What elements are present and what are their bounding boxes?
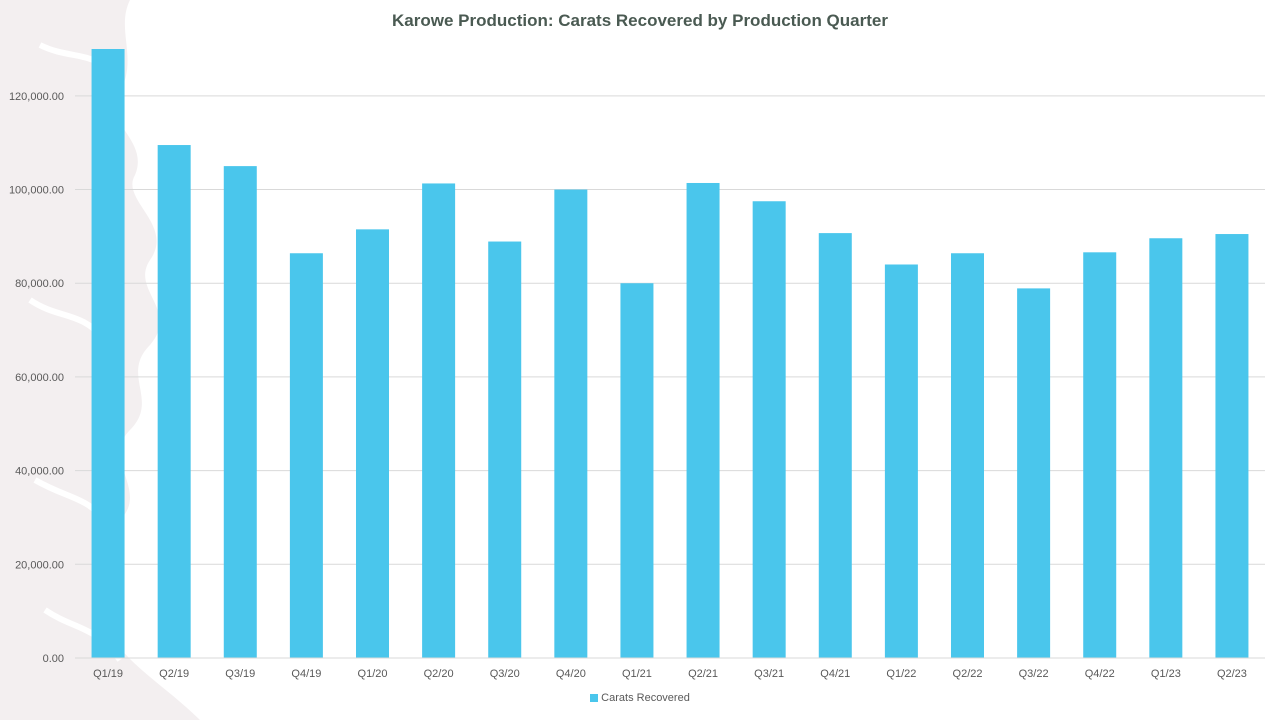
bar-q2-21 — [686, 182, 720, 659]
bar-q1-19 — [91, 49, 125, 658]
chart-title: Karowe Production: Carats Recovered by P… — [392, 11, 888, 30]
x-tick-label: Q2/21 — [688, 668, 718, 680]
y-tick-label: 0.00 — [43, 653, 64, 665]
bar-q4-22 — [1083, 252, 1117, 658]
x-tick-label: Q2/22 — [953, 668, 983, 680]
legend: Carats Recovered — [0, 692, 1280, 704]
x-tick-label: Q2/20 — [424, 668, 454, 680]
bar-q1-21 — [620, 283, 654, 658]
x-tick-label: Q1/20 — [358, 668, 388, 680]
x-tick-label: Q1/21 — [622, 668, 652, 680]
legend-swatch — [590, 694, 599, 702]
x-tick-label: Q1/22 — [886, 668, 916, 680]
bar-q2-20 — [422, 183, 456, 658]
x-axis-ticks: Q1/19 Q2/19 Q3/19 Q4/19 Q1/20 Q2/20 Q3/20 Q4/20… — [75, 657, 1265, 680]
y-tick-label: 100,000.00 — [9, 185, 64, 197]
x-tick-label: Q4/20 — [556, 668, 586, 680]
x-tick-label: Q3/21 — [754, 668, 784, 680]
y-tick-label: 60,000.00 — [15, 372, 64, 384]
bar-q3-21 — [752, 201, 786, 658]
x-tick-label: Q1/23 — [1151, 668, 1181, 680]
bars — [91, 49, 1249, 659]
bar-q3-20 — [488, 241, 522, 658]
bar-q2-23 — [1215, 234, 1249, 659]
y-tick-label: 20,000.00 — [15, 559, 64, 571]
bar-q1-20 — [356, 229, 389, 658]
bar-q2-22 — [951, 253, 984, 658]
bar-q3-22 — [1017, 288, 1051, 658]
x-tick-label: Q4/21 — [820, 668, 850, 680]
x-tick-label: Q2/19 — [159, 668, 189, 680]
x-tick-label: Q4/19 — [291, 668, 321, 680]
gridlines — [75, 95, 1265, 659]
x-tick-label: Q2/23 — [1217, 668, 1247, 680]
x-tick-label: Q1/19 — [93, 668, 123, 680]
bar-q3-19 — [223, 166, 257, 658]
bar-q4-19 — [289, 253, 323, 658]
x-tick-label: Q3/20 — [490, 668, 520, 680]
y-tick-label: 120,000.00 — [9, 91, 64, 103]
legend-label: Carats Recovered — [601, 692, 690, 704]
bar-q2-19 — [157, 145, 191, 659]
x-tick-label: Q3/22 — [1019, 668, 1049, 680]
y-tick-label: 80,000.00 — [15, 278, 64, 290]
bar-q1-23 — [1149, 238, 1183, 658]
x-tick-label: Q3/19 — [225, 668, 255, 680]
y-tick-label: 40,000.00 — [15, 466, 64, 478]
x-tick-label: Q4/22 — [1085, 668, 1115, 680]
bar-q4-21 — [818, 233, 852, 658]
y-axis-ticks: 0.00 20,000.00 40,000.00 60,000.00 80,000.00… — [9, 91, 64, 665]
bar-q4-20 — [554, 189, 588, 659]
bar-q1-22 — [884, 264, 918, 658]
